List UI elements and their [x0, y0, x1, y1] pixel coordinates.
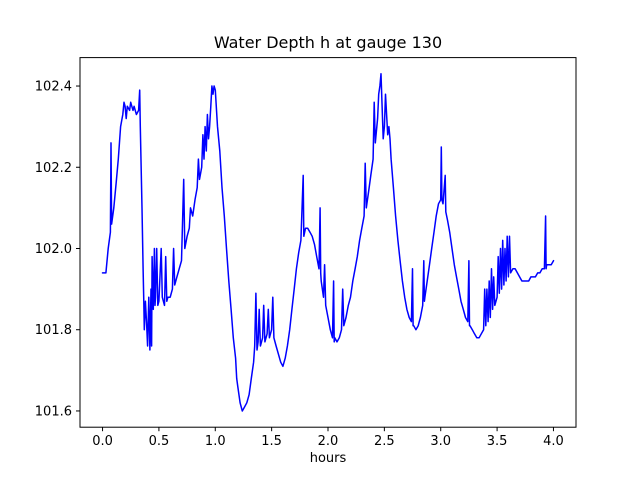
- axes-spines: [79, 57, 577, 428]
- x-axis-label: hours: [309, 451, 347, 466]
- x-tick-label: 0.5: [149, 434, 170, 449]
- x-tick-label: 4.0: [543, 434, 564, 449]
- y-tick-label: 102.2: [35, 161, 72, 176]
- y-tick-label: 102.0: [35, 242, 72, 257]
- x-tick-label: 3.5: [487, 434, 508, 449]
- chart-title: Water Depth h at gauge 130: [213, 33, 443, 52]
- x-tick-label: 1.0: [205, 434, 226, 449]
- y-tick-label: 101.8: [35, 323, 72, 338]
- water-depth-line: [101, 73, 555, 412]
- x-tick-label: 1.5: [261, 434, 282, 449]
- x-tick-label: 2.5: [374, 434, 395, 449]
- x-tick-label: 3.0: [430, 434, 451, 449]
- x-tick-label: 2.0: [318, 434, 339, 449]
- y-tick-label: 101.6: [35, 404, 72, 419]
- y-tick-label: 102.4: [35, 80, 72, 95]
- x-tick-label: 0.0: [92, 434, 113, 449]
